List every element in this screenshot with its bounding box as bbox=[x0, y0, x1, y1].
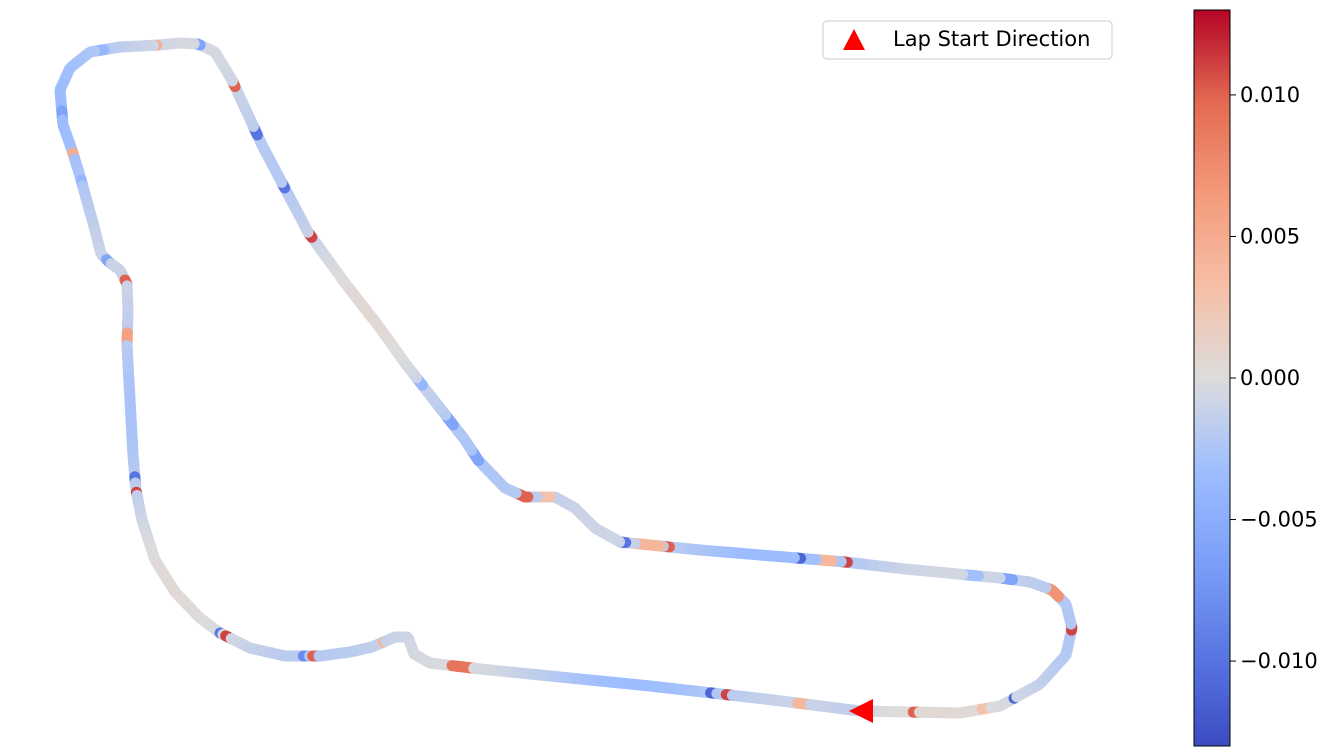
colorbar-tick-label: 0.010 bbox=[1240, 83, 1300, 107]
colorbar-gradient bbox=[1194, 10, 1230, 746]
track-line bbox=[54, 37, 1078, 719]
start-marker-layer bbox=[849, 699, 873, 723]
legend-triangle-icon bbox=[843, 29, 865, 50]
legend-label: Lap Start Direction bbox=[893, 27, 1090, 51]
colorbar-tick-label: −0.010 bbox=[1240, 649, 1318, 673]
colorbar-tick-label: −0.005 bbox=[1240, 508, 1318, 532]
colorbar-ticks: 0.010 0.005 0.000 −0.005 −0.010 bbox=[1230, 83, 1318, 673]
colorbar: 0.010 0.005 0.000 −0.005 −0.010 bbox=[1193, 9, 1318, 747]
colorbar-tick-label: 0.005 bbox=[1240, 224, 1300, 248]
legend-frame bbox=[822, 20, 1113, 60]
start-direction-marker bbox=[849, 699, 873, 723]
legend: Lap Start Direction bbox=[822, 20, 1113, 60]
colorbar-tick-label: 0.000 bbox=[1240, 366, 1300, 390]
